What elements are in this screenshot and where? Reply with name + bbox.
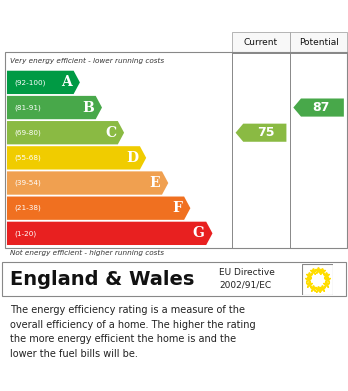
Text: Not energy efficient - higher running costs: Not energy efficient - higher running co…	[10, 250, 165, 256]
Polygon shape	[236, 124, 286, 142]
Text: Current: Current	[244, 38, 278, 47]
Text: Potential: Potential	[299, 38, 339, 47]
Text: (39-54): (39-54)	[15, 180, 41, 186]
Polygon shape	[7, 96, 102, 119]
Polygon shape	[293, 99, 344, 117]
Text: (21-38): (21-38)	[15, 205, 41, 212]
Text: (69-80): (69-80)	[15, 129, 41, 136]
Text: (55-68): (55-68)	[15, 154, 41, 161]
Text: B: B	[82, 100, 94, 115]
Text: A: A	[61, 75, 72, 90]
Text: (1-20): (1-20)	[15, 230, 37, 237]
Text: G: G	[192, 226, 205, 240]
Text: Very energy efficient - lower running costs: Very energy efficient - lower running co…	[10, 58, 165, 64]
Bar	[232, 32, 290, 53]
Polygon shape	[7, 222, 213, 245]
Polygon shape	[7, 146, 146, 170]
Text: C: C	[105, 126, 116, 140]
Text: 87: 87	[313, 101, 330, 114]
Text: 75: 75	[257, 126, 275, 139]
Text: F: F	[173, 201, 182, 215]
Polygon shape	[7, 71, 80, 94]
Text: (92-100): (92-100)	[15, 79, 46, 86]
Text: (81-91): (81-91)	[15, 104, 41, 111]
Text: D: D	[126, 151, 138, 165]
Polygon shape	[7, 121, 124, 144]
Text: England & Wales: England & Wales	[10, 270, 195, 289]
Bar	[5, 52, 347, 248]
Bar	[290, 32, 347, 53]
Text: The energy efficiency rating is a measure of the
overall efficiency of a home. T: The energy efficiency rating is a measur…	[10, 305, 256, 359]
Polygon shape	[7, 197, 190, 220]
Polygon shape	[7, 171, 168, 195]
Text: Energy Efficiency Rating: Energy Efficiency Rating	[10, 9, 220, 23]
Text: E: E	[150, 176, 160, 190]
Text: EU Directive
2002/91/EC: EU Directive 2002/91/EC	[219, 268, 275, 289]
